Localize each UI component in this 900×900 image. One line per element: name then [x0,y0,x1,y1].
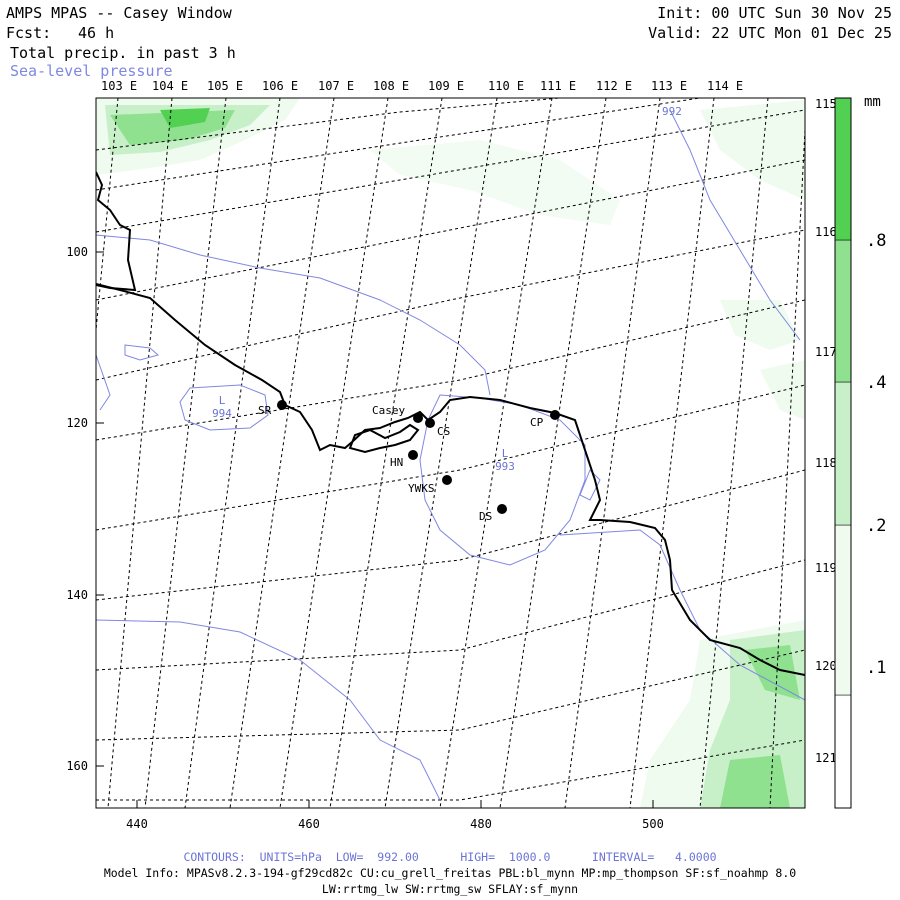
top-lon-label: 105 E [207,79,243,93]
overlay-title: Sea-level pressure [10,62,173,80]
y-axis-ticks: 100 120 140 160 [66,245,104,773]
precip-area-nw-max [160,108,210,128]
legend-band [834,524,852,696]
isobar-southeast [559,529,805,701]
precip-legend-bar [834,97,852,809]
top-lon-label: 113 E [651,79,687,93]
station-label: SR [258,404,272,417]
isobar-north [96,234,491,396]
isobar-low-central [419,394,586,566]
top-lon-label: 103 E [101,79,137,93]
top-lon-label: 104 E [152,79,188,93]
field-title: Total precip. in past 3 h [10,44,236,62]
station-label: CP [530,416,544,429]
map-title: AMPS MPAS -- Casey Window [6,4,232,22]
low-letter: L [502,447,509,460]
coastline-main [96,283,805,676]
model-info-line-1: Model Info: MPASv8.2.3-194-gf29cd82c CU:… [103,866,797,880]
legend-band [834,97,852,241]
station-dot [413,413,423,423]
legend-label: .1 [866,658,886,678]
top-lon-label: 109 E [428,79,464,93]
precip-area-e-trace-2 [760,360,805,420]
station-label: YWKS [408,482,435,495]
forecast-label: Fcst: [6,24,52,42]
x-tick-label: 480 [470,817,492,831]
low-value: 994 [212,407,232,420]
legend-labels: .8 .4 .2 .1 [866,231,886,678]
isobar-992-ne [669,109,801,341]
station-label: HN [390,456,403,469]
station-dot [425,418,435,428]
station-dot [277,400,287,410]
init-time: Init: 00 UTC Sun 30 Nov 25 [657,4,892,22]
station-dot [408,450,418,460]
plot-area [96,98,805,808]
x-tick-label: 460 [298,817,320,831]
legend-unit: mm [864,94,881,110]
station-dot [442,475,452,485]
x-tick-label: 500 [642,817,664,831]
contour-label: 992 [662,105,682,118]
station-label: DS [479,510,492,523]
legend-band [834,381,852,526]
forecast-hours: 46 h [78,24,115,42]
station-markers: SR Casey CS CP HN YWKS DS [258,400,560,523]
coastline-west [96,171,137,292]
isobar-south [96,619,441,801]
top-lon-label: 106 E [262,79,298,93]
top-lon-label: 112 E [596,79,632,93]
station-label: CS [437,425,450,438]
isobar-west-edge [96,354,111,411]
y-tick-label: 140 [66,588,88,602]
y-tick-label: 100 [66,245,88,259]
precip-area-central-trace [370,140,620,225]
station-dot [550,410,560,420]
low-letter: L [219,394,226,407]
plot-frame [95,97,806,809]
precip-area-ne-trace [700,100,805,200]
station-label: Casey [372,404,405,417]
legend-frame [834,97,852,809]
model-info-line-2: LW:rrtmg_lw SW:rrtmg_sw SFLAY:sf_mynn [321,882,579,896]
legend-band [834,239,852,383]
contour-info: CONTOURS: UNITS=hPa LOW= 992.00 HIGH= 10… [183,850,717,864]
precip-shading [96,98,805,808]
legend-label: .8 [866,231,886,251]
graticule [96,98,805,808]
valid-time: Valid: 22 UTC Mon 01 Dec 25 [648,24,892,42]
top-lon-label: 107 E [318,79,354,93]
low-value: 993 [495,460,515,473]
coastline [96,171,805,676]
legend-label: .4 [866,373,886,393]
y-tick-label: 160 [66,759,88,773]
legend-label: .2 [866,516,886,536]
y-tick-label: 120 [66,416,88,430]
top-lon-label: 108 E [373,79,409,93]
isobar-small-loop [124,344,160,361]
legend-band [834,694,852,809]
x-axis-ticks: 440 460 480 500 [126,800,664,831]
precip-area-se-heavy-2 [720,755,790,808]
station-dot [497,504,507,514]
isobar-small-east [579,469,601,501]
top-lon-label: 114 E [707,79,743,93]
top-lon-label: 110 E [488,79,524,93]
top-longitude-labels: 103 E 104 E 105 E 106 E 107 E 108 E 109 E 110 E… [101,79,743,93]
isobar-low-west [179,384,269,431]
coastline-peninsula [348,423,420,454]
x-tick-label: 440 [126,817,148,831]
pressure-contours [96,109,805,801]
top-lon-label: 111 E [540,79,576,93]
